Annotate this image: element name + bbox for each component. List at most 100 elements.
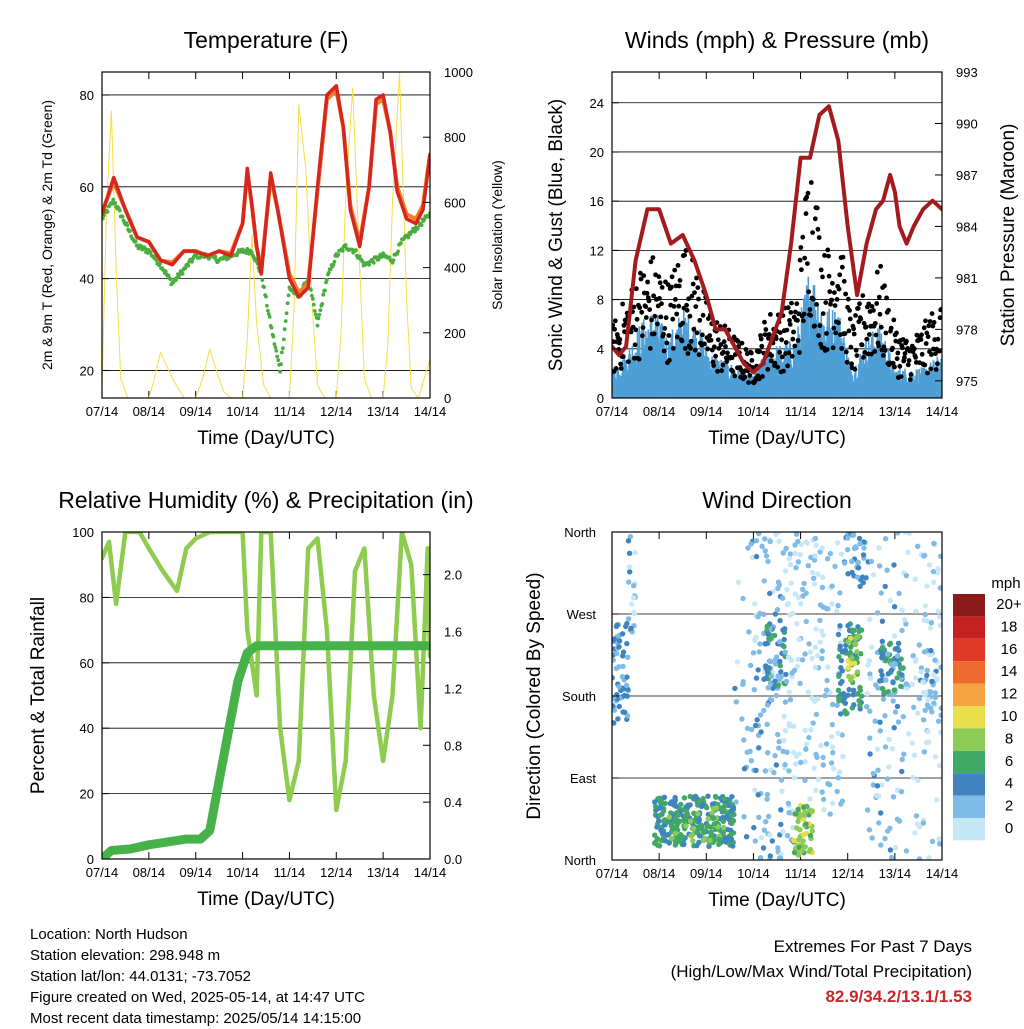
- direction-point: [899, 627, 905, 634]
- direction-point: [687, 818, 694, 824]
- gust-point: [824, 331, 829, 336]
- direction-point: [849, 627, 856, 633]
- gust-point: [693, 304, 699, 309]
- gust-point: [720, 362, 726, 368]
- dewpoint-point: [102, 216, 105, 221]
- x-axis-label: Time (Day/UTC): [708, 428, 846, 449]
- dewpoint-point: [281, 337, 286, 342]
- gust-point: [840, 254, 846, 260]
- direction-point: [740, 595, 746, 602]
- direction-point: [878, 810, 884, 816]
- direction-point: [878, 842, 884, 848]
- gust-point: [775, 364, 781, 370]
- gust-point: [743, 347, 749, 352]
- direction-point: [775, 532, 781, 535]
- gust-point: [851, 326, 856, 332]
- direction-point: [728, 808, 735, 814]
- dewpoint-point: [326, 270, 331, 275]
- direction-point: [628, 625, 634, 631]
- y-right-tick-label: 800: [444, 130, 466, 145]
- direction-point: [700, 829, 706, 836]
- precip-line: [102, 641, 430, 859]
- direction-point: [683, 823, 689, 829]
- direction-point: [937, 585, 942, 591]
- direction-point: [733, 799, 739, 805]
- gust-point: [633, 327, 639, 333]
- x-axis-label: Time (Day/UTC): [197, 889, 335, 910]
- direction-point: [748, 758, 754, 764]
- direction-point: [928, 651, 934, 658]
- direction-point: [898, 683, 904, 689]
- direction-point: [878, 668, 884, 674]
- direction-point: [777, 663, 783, 669]
- gust-point: [682, 346, 688, 351]
- gust-point: [779, 354, 785, 360]
- direction-point: [747, 748, 753, 754]
- direction-point: [623, 682, 630, 689]
- direction-point: [619, 674, 626, 680]
- direction-point: [667, 800, 673, 807]
- direction-point: [880, 696, 887, 702]
- temp-9m-line: [102, 88, 430, 295]
- y-tick-label: 60: [80, 180, 94, 195]
- y-right-tick-label: 0: [444, 391, 451, 406]
- direction-point: [793, 753, 800, 759]
- y-axis-label: Percent & Total Rainfall: [28, 597, 49, 794]
- gust-point: [928, 366, 934, 372]
- direction-point: [681, 841, 687, 847]
- gust-point: [919, 332, 924, 338]
- gust-point: [842, 331, 848, 336]
- direction-point: [777, 658, 783, 665]
- y-tick-label: North: [564, 853, 596, 868]
- direction-point: [879, 672, 885, 678]
- direction-point: [747, 662, 754, 669]
- direction-point: [899, 607, 905, 613]
- plot-area: [102, 72, 430, 398]
- direction-point: [757, 641, 763, 647]
- direction-point: [863, 575, 869, 581]
- direction-point: [709, 810, 715, 816]
- direction-point: [910, 653, 916, 659]
- direction-point: [845, 535, 851, 541]
- direction-point: [766, 658, 773, 664]
- gust-point: [707, 333, 713, 338]
- gust-point: [836, 286, 842, 292]
- direction-point: [782, 568, 789, 574]
- y-tick-label: West: [567, 607, 597, 622]
- gust-point: [670, 316, 676, 322]
- direction-point: [935, 718, 942, 724]
- direction-point: [755, 667, 761, 673]
- gust-point: [695, 285, 701, 290]
- direction-point: [801, 804, 807, 810]
- dewpoint-point: [177, 272, 182, 277]
- gust-point: [713, 353, 718, 359]
- direction-point: [850, 692, 856, 698]
- direction-point: [859, 693, 865, 699]
- direction-point: [782, 699, 789, 705]
- direction-point: [813, 711, 820, 718]
- x-tick-label: 10/14: [226, 404, 259, 419]
- gust-point: [801, 311, 807, 317]
- gust-point: [637, 305, 643, 311]
- gust-point: [788, 310, 794, 315]
- direction-point: [934, 570, 941, 576]
- x-tick-label: 07/14: [596, 866, 629, 881]
- dewpoint-point: [357, 254, 362, 259]
- gust-point: [826, 273, 832, 279]
- gust-point: [930, 323, 936, 329]
- gust-point: [849, 361, 854, 367]
- y-right-axis-label: Station Pressure (Maroon): [998, 124, 1019, 347]
- gust-point: [804, 194, 810, 200]
- dewpoint-point: [266, 312, 271, 316]
- direction-point: [825, 781, 831, 787]
- direction-point: [915, 543, 921, 549]
- y-tick-label: 40: [80, 272, 94, 287]
- direction-point: [778, 674, 784, 680]
- gust-point: [692, 290, 697, 295]
- direction-point: [895, 640, 902, 646]
- direction-point: [837, 623, 843, 629]
- direction-point: [664, 832, 670, 838]
- direction-point: [900, 714, 906, 720]
- direction-point: [866, 827, 873, 833]
- gust-point: [613, 366, 619, 371]
